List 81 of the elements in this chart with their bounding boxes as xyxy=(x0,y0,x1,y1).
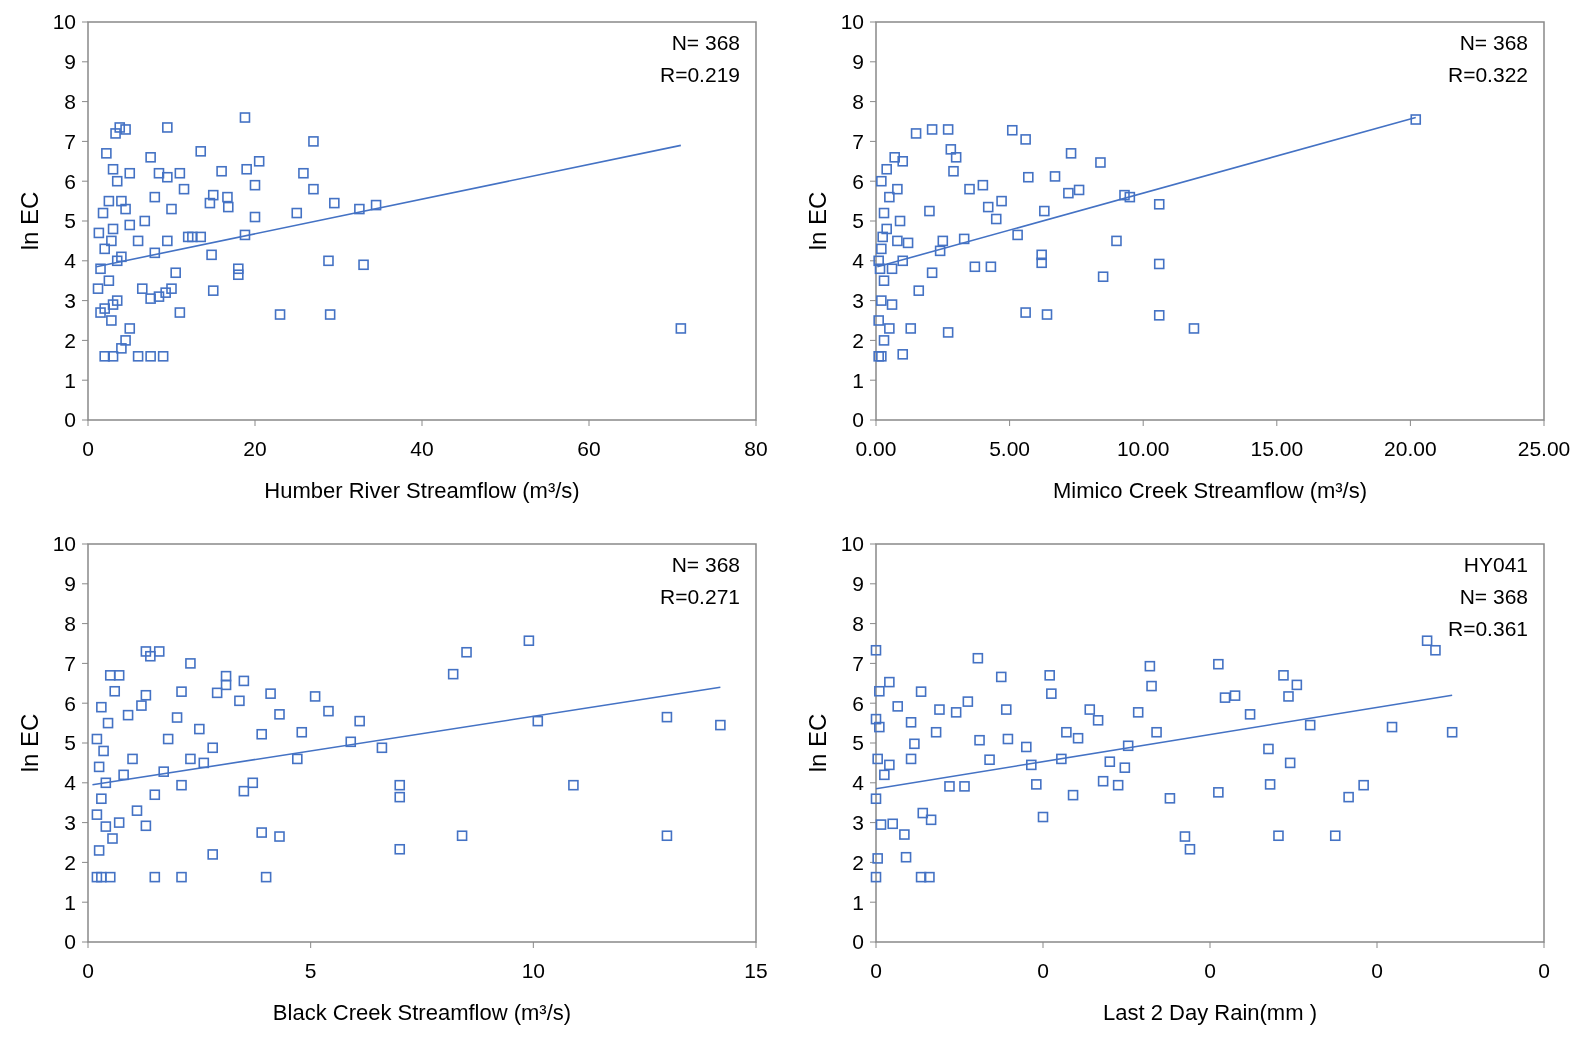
y-tick-label: 8 xyxy=(64,89,76,113)
y-tick-label: 6 xyxy=(64,691,76,715)
x-tick-label: 0 xyxy=(1371,959,1383,982)
x-tick-label: 0 xyxy=(82,959,94,982)
y-tick-label: 8 xyxy=(852,611,864,635)
y-tick-label: 10 xyxy=(840,532,864,556)
y-tick-label: 0 xyxy=(64,408,76,432)
y-axis-title: ln EC xyxy=(804,713,831,773)
y-tick-label: 9 xyxy=(852,572,864,596)
y-tick-label: 3 xyxy=(64,810,76,834)
x-tick-label: 0 xyxy=(1037,959,1049,982)
x-tick-label: 15.00 xyxy=(1250,437,1304,460)
y-tick-label: 8 xyxy=(64,611,76,635)
x-tick-label: 10 xyxy=(521,959,546,982)
x-axis-title: Mimico Creek Streamflow (m³/s) xyxy=(1052,478,1368,503)
annotation: N= 368 xyxy=(1459,31,1528,54)
y-tick-label: 6 xyxy=(852,169,864,193)
y-tick-label: 0 xyxy=(852,408,864,432)
x-tick-label: 60 xyxy=(577,437,601,460)
x-tick-label: 0 xyxy=(1538,959,1550,982)
y-tick-label: 3 xyxy=(64,288,76,312)
x-tick-label: 20.00 xyxy=(1384,437,1437,460)
y-tick-label: 10 xyxy=(840,10,864,34)
y-axis-title: ln EC xyxy=(16,713,43,773)
y-tick-label: 4 xyxy=(64,771,77,795)
y-tick-label: 1 xyxy=(64,890,76,914)
y-tick-label: 5 xyxy=(64,209,76,233)
annotation: N= 368 xyxy=(1459,585,1528,608)
y-tick-label: 2 xyxy=(64,328,76,352)
x-tick-label: 5.00 xyxy=(989,437,1031,460)
y-tick-label: 5 xyxy=(852,731,864,755)
x-tick-label: 0 xyxy=(1204,959,1216,982)
annotation: R=0.271 xyxy=(660,585,740,608)
y-tick-label: 7 xyxy=(852,129,864,153)
y-tick-label: 3 xyxy=(852,810,864,834)
x-axis-title: Last 2 Day Rain(mm ) xyxy=(1103,1000,1317,1025)
y-axis-title: ln EC xyxy=(804,191,831,251)
annotation: N= 368 xyxy=(671,553,740,576)
x-tick-label: 0 xyxy=(82,437,94,460)
y-tick-label: 3 xyxy=(852,288,864,312)
x-tick-label: 25.00 xyxy=(1517,437,1571,460)
y-axis-title: ln EC xyxy=(16,191,43,251)
x-tick-label: 0.00 xyxy=(855,437,897,460)
y-tick-label: 2 xyxy=(64,850,76,874)
y-tick-label: 9 xyxy=(64,50,76,74)
annotation: HY041 xyxy=(1463,553,1528,576)
y-tick-label: 0 xyxy=(852,930,864,954)
x-tick-label: 40 xyxy=(410,437,434,460)
x-axis-title: Black Creek Streamflow (m³/s) xyxy=(272,1000,572,1025)
y-tick-label: 7 xyxy=(64,129,76,153)
y-tick-label: 7 xyxy=(852,651,864,675)
x-tick-label: 0 xyxy=(870,959,882,982)
y-tick-label: 8 xyxy=(852,89,864,113)
annotation: R=0.361 xyxy=(1448,617,1528,640)
x-tick-label: 20 xyxy=(243,437,267,460)
y-tick-label: 4 xyxy=(852,249,865,273)
x-tick-label: 15 xyxy=(744,959,768,982)
y-tick-label: 1 xyxy=(852,368,864,392)
y-tick-label: 5 xyxy=(852,209,864,233)
y-tick-label: 4 xyxy=(852,771,865,795)
annotation: N= 368 xyxy=(671,31,740,54)
y-tick-label: 5 xyxy=(64,731,76,755)
y-tick-label: 7 xyxy=(64,651,76,675)
y-tick-label: 9 xyxy=(852,50,864,74)
y-tick-label: 4 xyxy=(64,249,77,273)
y-tick-label: 10 xyxy=(52,10,76,34)
x-axis-title: Humber River Streamflow (m³/s) xyxy=(264,478,580,503)
y-tick-label: 1 xyxy=(64,368,76,392)
x-tick-label: 10.00 xyxy=(1116,437,1170,460)
x-tick-label: 5 xyxy=(304,959,317,982)
y-tick-label: 10 xyxy=(52,532,76,556)
annotation: R=0.322 xyxy=(1448,63,1528,86)
y-tick-label: 6 xyxy=(64,169,76,193)
y-tick-label: 2 xyxy=(852,850,864,874)
annotation: R=0.219 xyxy=(660,63,740,86)
x-tick-label: 80 xyxy=(744,437,768,460)
y-tick-label: 2 xyxy=(852,328,864,352)
y-tick-label: 9 xyxy=(64,572,76,596)
y-tick-label: 6 xyxy=(852,691,864,715)
y-tick-label: 1 xyxy=(852,890,864,914)
y-tick-label: 0 xyxy=(64,930,76,954)
